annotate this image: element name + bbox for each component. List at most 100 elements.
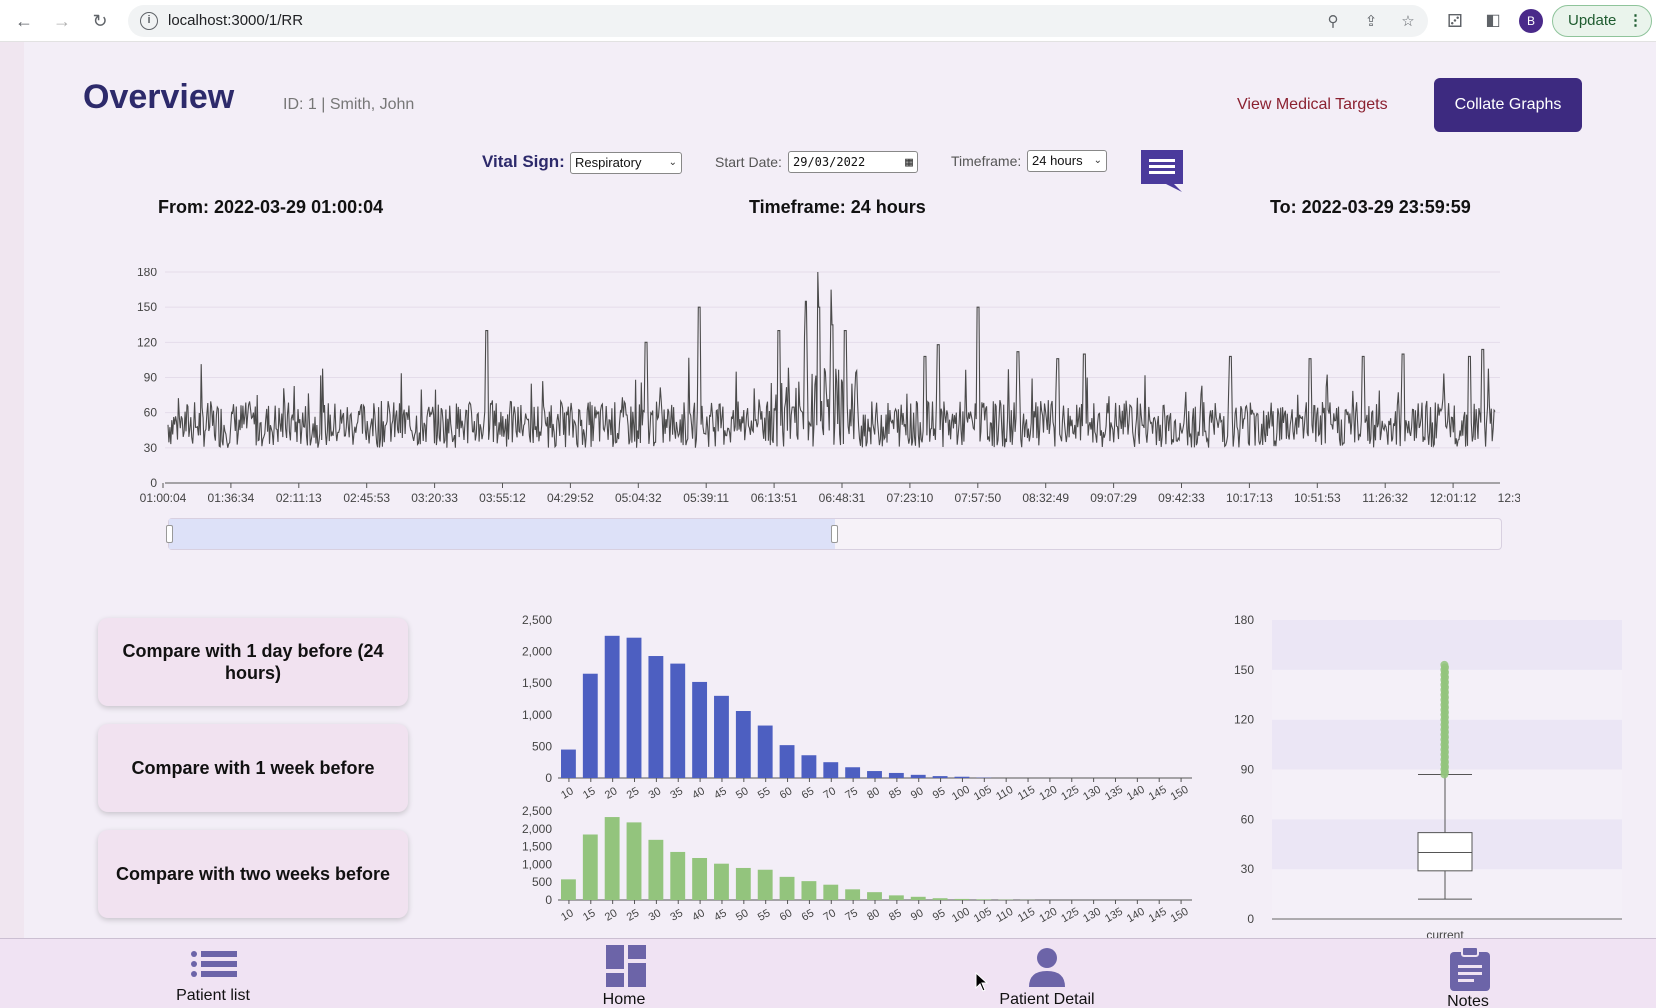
x-tick-label: 130: [1081, 906, 1103, 926]
x-tick-label: 70: [821, 785, 838, 802]
x-tick-label: 80: [865, 785, 882, 802]
x-tick-label: 45: [712, 907, 729, 924]
x-tick-label: 09:07:29: [1090, 491, 1137, 505]
start-date-label: Start Date:: [715, 154, 782, 170]
nav-notes[interactable]: Notes: [1388, 939, 1548, 1008]
histogram-bar: [932, 776, 948, 778]
mouse-cursor-icon: [975, 972, 989, 992]
x-tick-label: 08:32:49: [1022, 491, 1069, 505]
nav-patient-list[interactable]: Patient list: [133, 939, 293, 1008]
x-tick-label: 105: [972, 906, 994, 926]
x-tick-label: 30: [647, 785, 664, 802]
compare-1-week-button[interactable]: Compare with 1 week before: [98, 724, 408, 812]
reload-icon[interactable]: ↻: [92, 11, 108, 31]
histogram-bar: [714, 695, 729, 778]
histogram-bar: [735, 711, 751, 778]
nav-home[interactable]: Home: [544, 939, 704, 1008]
y-tick-label: 2,500: [522, 804, 552, 818]
histogram-bar: [779, 876, 795, 900]
y-tick-label: 1,500: [522, 676, 552, 690]
x-tick-label: 12:01:12: [1430, 491, 1477, 505]
timeframe-value: 24 hours: [1032, 153, 1083, 168]
histogram-bar: [670, 851, 686, 900]
y-tick-label: 90: [1241, 763, 1255, 777]
y-tick-label: 1,000: [522, 857, 552, 871]
brush-selection[interactable]: [169, 519, 835, 549]
url-text: localhost:3000/1/RR: [168, 12, 304, 29]
range-timeframe: Timeframe: 24 hours: [749, 197, 926, 217]
start-date-value: 29/03/2022: [793, 155, 866, 169]
plot-band: [1272, 769, 1622, 820]
x-tick-label: 10: [559, 785, 576, 802]
chat-notes-icon[interactable]: [1141, 150, 1183, 192]
x-tick-label: 10:17:13: [1226, 491, 1273, 505]
brush-handle-left[interactable]: [166, 525, 173, 543]
timeframe-select[interactable]: 24 hours ⌄: [1027, 150, 1107, 172]
x-tick-label: 25: [625, 785, 642, 802]
x-tick-label: 135: [1103, 784, 1125, 804]
histogram-bar: [954, 898, 970, 900]
y-tick-label: 120: [137, 335, 157, 349]
vital-sign-select[interactable]: Respiratory ⌄: [570, 152, 682, 174]
histogram-bar: [845, 767, 861, 778]
collate-graphs-button[interactable]: Collate Graphs: [1434, 78, 1582, 132]
compare-2-weeks-button[interactable]: Compare with two weeks before: [98, 830, 408, 918]
x-tick-label: 60: [778, 785, 795, 802]
start-date-input[interactable]: 29/03/2022 ▦: [788, 151, 918, 173]
x-tick-label: 03:20:33: [411, 491, 458, 505]
x-tick-label: 90: [909, 785, 926, 802]
site-info-icon[interactable]: i: [140, 12, 158, 30]
update-button[interactable]: Update ⋮: [1552, 5, 1652, 37]
x-tick-label: 10:51:53: [1294, 491, 1341, 505]
x-tick-label: 40: [690, 785, 707, 802]
nav-patient-detail[interactable]: Patient Detail: [967, 939, 1127, 1008]
x-tick-label: 12:35:52: [1498, 491, 1520, 505]
brush-handle-right[interactable]: [831, 525, 838, 543]
more-vert-icon[interactable]: ⋮: [1628, 12, 1643, 29]
nav-label: Notes: [1447, 993, 1489, 1008]
forward-arrow-icon[interactable]: →: [53, 11, 71, 31]
histogram-bar: [823, 884, 839, 900]
x-tick-label: 150: [1169, 784, 1191, 804]
histogram-bar: [910, 896, 926, 900]
x-tick-label: 80: [865, 907, 882, 924]
y-tick-label: 500: [532, 875, 552, 889]
histogram-bar: [648, 839, 664, 900]
side-panel-icon[interactable]: ◧: [1485, 12, 1501, 29]
histogram-bar: [954, 776, 970, 778]
histogram-bar: [561, 749, 576, 778]
outlier-point: [1440, 660, 1449, 669]
y-tick-label: 2,000: [522, 822, 552, 836]
x-tick-label: 55: [756, 907, 773, 924]
x-tick-label: 115: [1016, 906, 1037, 925]
x-tick-label: 95: [931, 785, 948, 802]
bookmark-star-icon[interactable]: ☆: [1401, 13, 1415, 30]
share-icon[interactable]: ⇪: [1364, 13, 1378, 30]
histogram-bar: [626, 637, 642, 778]
histogram-bar: [823, 762, 839, 778]
sidebar-strip: [0, 42, 24, 938]
x-tick-label: 105: [972, 784, 994, 804]
zoom-icon[interactable]: ⚲: [1327, 13, 1339, 30]
back-arrow-icon[interactable]: ←: [15, 11, 33, 31]
address-bar[interactable]: i localhost:3000/1/RR ⚲ ⇪ ☆: [128, 5, 1428, 37]
calendar-icon[interactable]: ▦: [905, 155, 913, 170]
view-medical-targets-link[interactable]: View Medical Targets: [1237, 96, 1388, 113]
y-tick-label: 150: [1234, 663, 1254, 677]
time-range-brush[interactable]: [166, 518, 1502, 550]
x-tick-label: 05:39:11: [683, 491, 729, 505]
x-tick-label: 50: [734, 785, 751, 802]
profile-avatar[interactable]: B: [1519, 9, 1543, 33]
respiratory-line-chart[interactable]: 0 30 60 90 120 150 180 01:00:04 01:36:34 02:11:13…: [120, 268, 1520, 508]
vital-sign-label: Vital Sign:: [482, 152, 565, 171]
histogram-bar: [779, 745, 795, 778]
compare-1-day-button[interactable]: Compare with 1 day before (24 hours): [98, 618, 408, 706]
x-tick-label: 110: [994, 784, 1015, 803]
x-tick-label: 125: [1059, 784, 1081, 804]
x-tick-label: 07:57:50: [954, 491, 1001, 505]
box: [1417, 832, 1473, 872]
extensions-icon[interactable]: ⚂: [1447, 11, 1463, 31]
x-tick-label: 100: [950, 784, 972, 804]
x-tick-label: 01:36:34: [208, 491, 255, 505]
